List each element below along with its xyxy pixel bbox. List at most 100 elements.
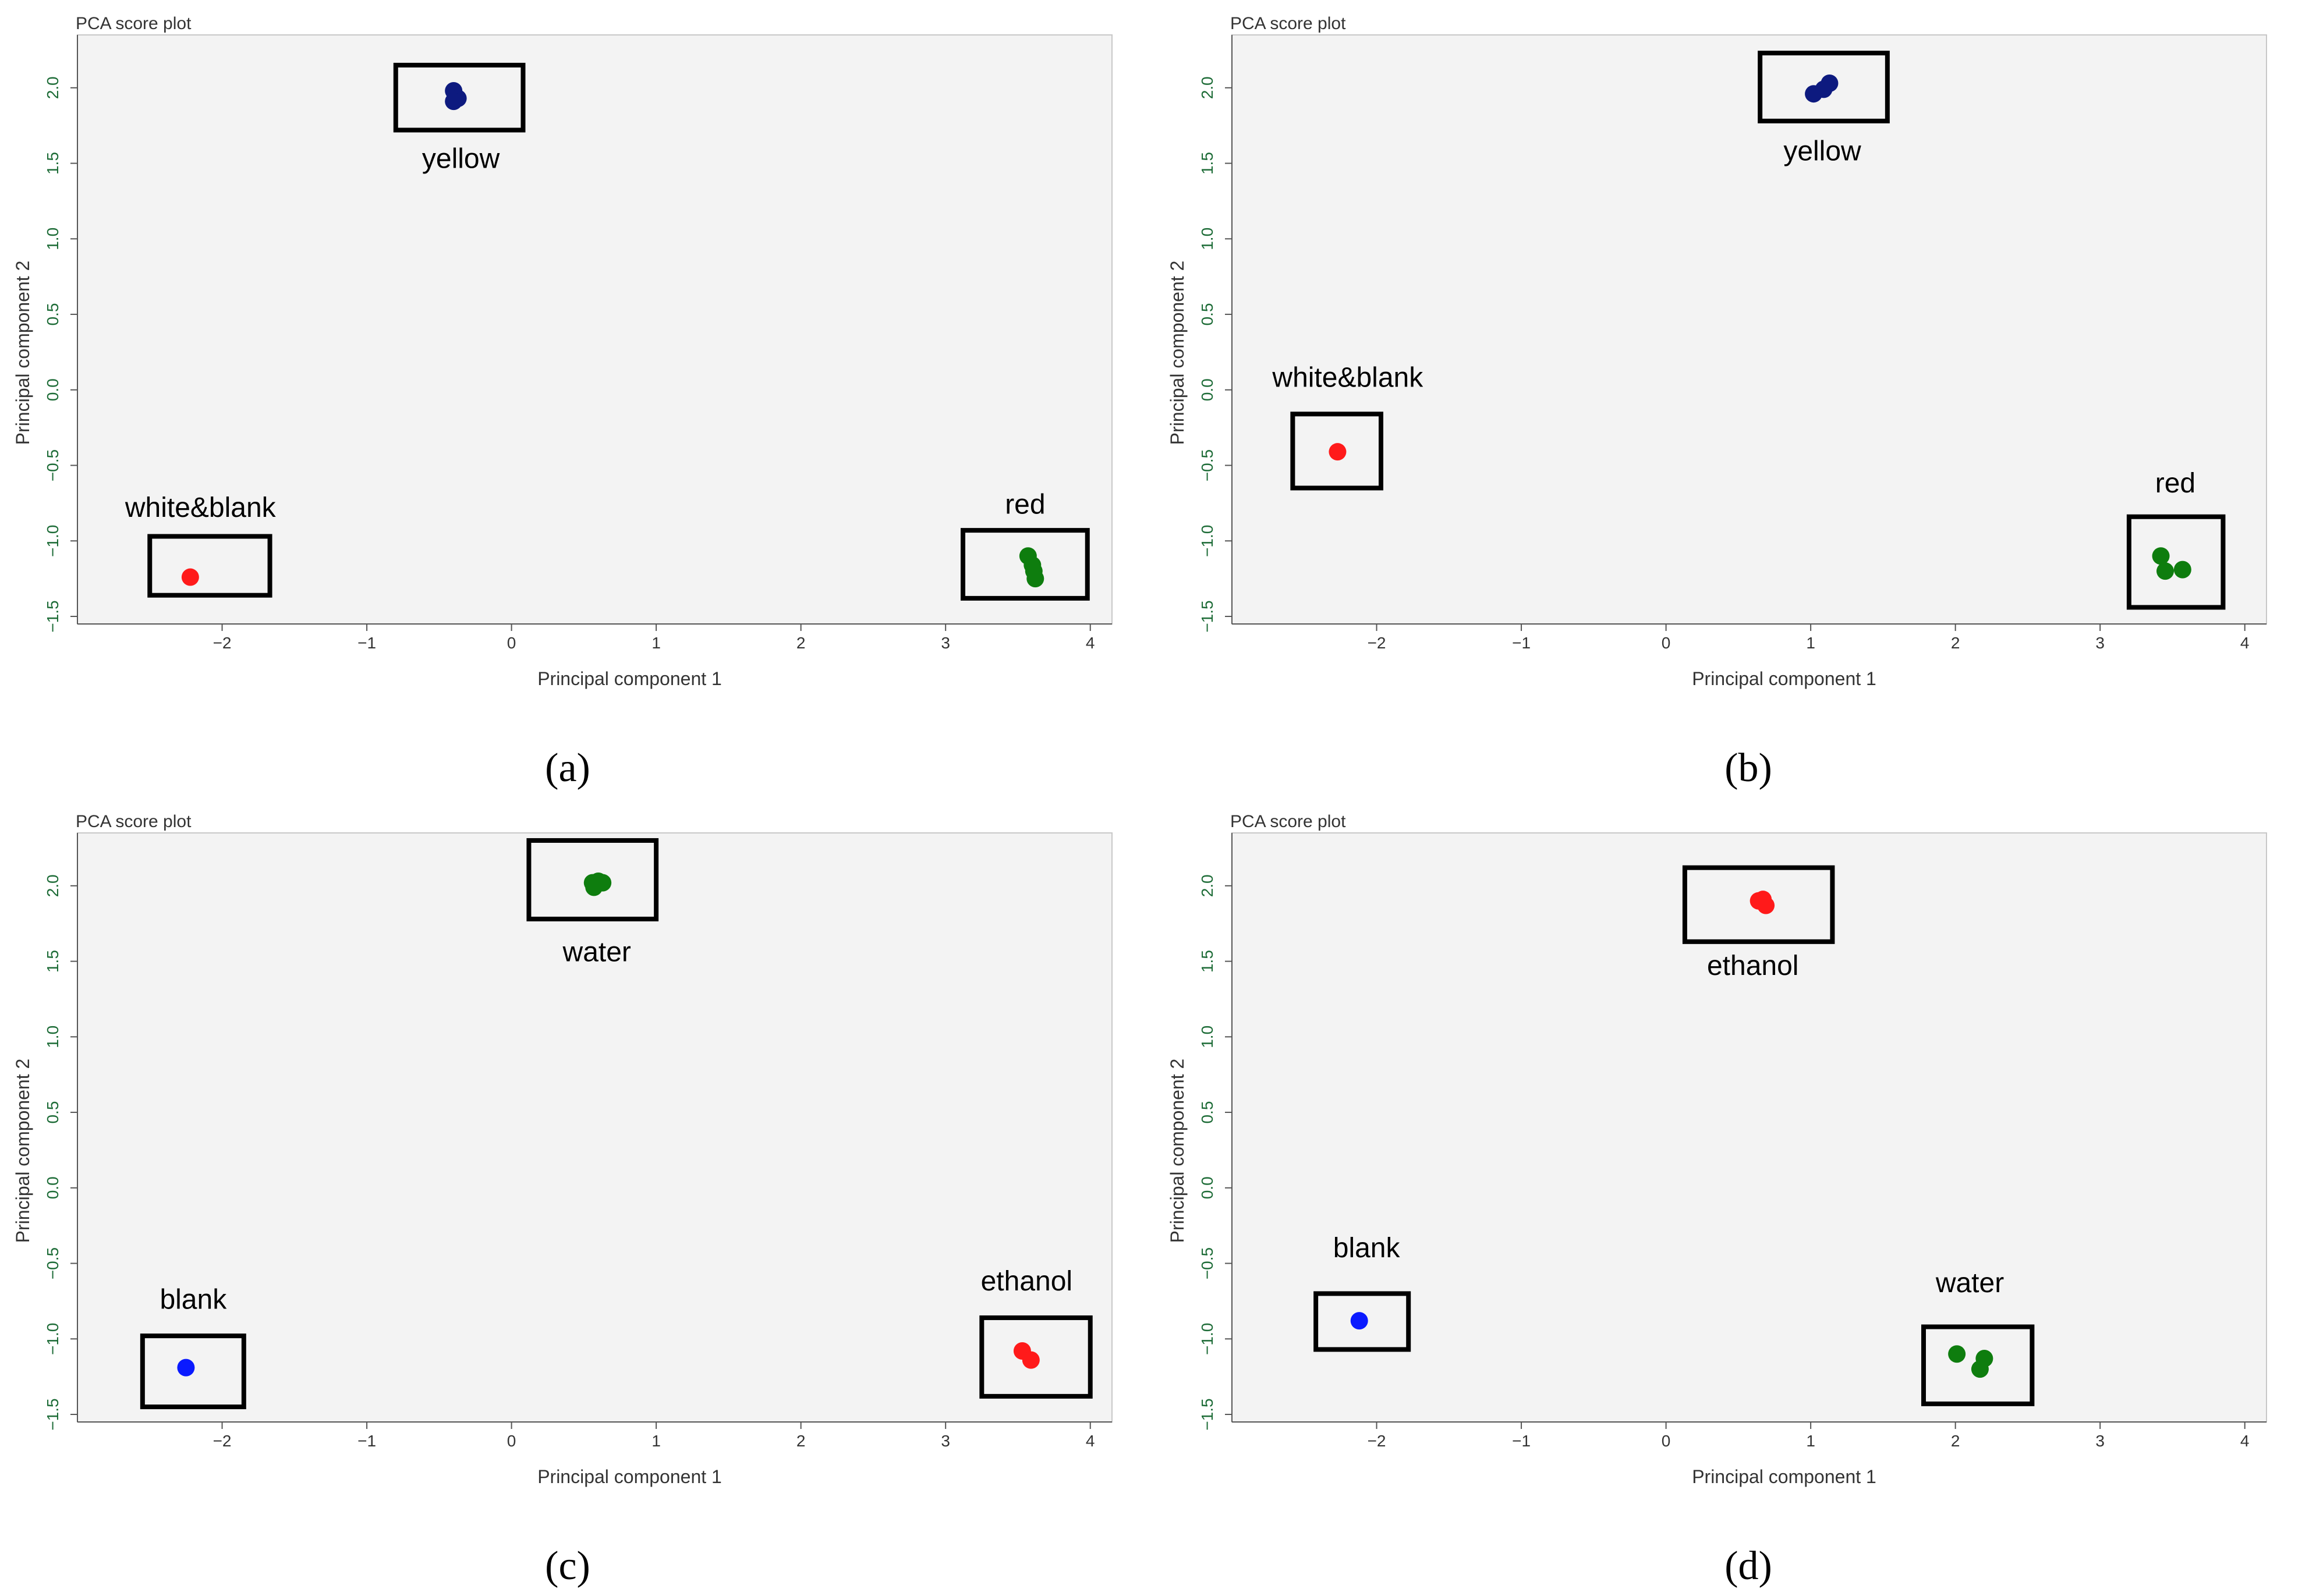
data-point: [594, 874, 612, 892]
y-axis-label: Principal component 2: [12, 261, 33, 445]
y-tick-label: 0.0: [44, 378, 62, 401]
cluster-box-ethanol: [979, 1315, 1093, 1399]
y-tick-label: −1.5: [44, 600, 62, 632]
y-tick-label: −0.5: [44, 1247, 62, 1279]
data-point: [2173, 561, 2191, 579]
data-point: [1821, 75, 1839, 93]
y-tick-label: 1.5: [44, 950, 62, 973]
x-tick-label: 3: [941, 634, 950, 652]
y-axis-label: Principal component 2: [1167, 261, 1188, 445]
y-tick-label: −1.0: [1198, 1323, 1216, 1355]
y-tick-label: 0.0: [44, 1176, 62, 1199]
y-tick-label: 1.5: [1198, 152, 1216, 175]
data-point: [1329, 443, 1347, 461]
x-tick-label: 2: [1951, 1432, 1960, 1450]
caption-b: (b): [1724, 746, 1772, 790]
x-axis-label: Principal component 1: [1692, 1466, 1876, 1487]
x-tick-label: −1: [357, 1432, 376, 1450]
x-tick-label: 0: [1662, 1432, 1671, 1450]
pca-plot-b: PCA score plot −2 −1 0 1 2 3 4 −1.5 −1.0 −0.5 0.0 0.…: [1167, 14, 2267, 689]
x-tick-label: 3: [941, 1432, 950, 1450]
x-tick-label: −2: [213, 634, 232, 652]
data-point: [1350, 1312, 1368, 1330]
x-tick-label: 1: [1806, 1432, 1815, 1450]
y-tick-label: −0.5: [44, 449, 62, 481]
pca-plot-d: PCA score plot −2 −1 0 1 2 3 4 −1.5 −1.0 −0.5 0.0 0.…: [1167, 812, 2267, 1487]
x-tick-label: −1: [1512, 1432, 1531, 1450]
data-point: [1948, 1345, 1966, 1363]
plot-area: [1231, 34, 2267, 625]
y-tick-label: 1.5: [1198, 950, 1216, 973]
y-tick-label: −0.5: [1198, 449, 1216, 481]
y-axis-label: Principal component 2: [12, 1059, 33, 1243]
panel-c: PCA score plot −2 −1 0 1 2 3 4 −1.5 −1.0 −0.5 0.0 0.…: [0, 798, 1154, 1596]
panel-a: PCA score plot −2 −1 0 1 2 3 4 −1.5 −1.0 −0.5 0.0 0.…: [0, 0, 1154, 798]
cluster-label: red: [1005, 490, 1045, 520]
y-tick-label: 0.5: [1198, 1101, 1216, 1124]
data-point: [1022, 1351, 1040, 1369]
x-tick-label: 4: [1086, 634, 1095, 652]
cluster-label: yellow: [1783, 136, 1861, 166]
data-point: [2156, 562, 2175, 580]
cluster-box-red: [961, 528, 1090, 601]
cluster-label: red: [2155, 468, 2195, 499]
plot-area: [77, 832, 1113, 1423]
data-point: [1757, 896, 1775, 914]
y-tick-label: 0.0: [1198, 378, 1216, 401]
plot-area: [1231, 832, 2267, 1423]
y-tick-label: 0.5: [44, 1101, 62, 1124]
y-tick-label: 2.0: [1198, 76, 1216, 99]
x-tick-label: 0: [507, 634, 516, 652]
x-tick-label: −2: [1368, 634, 1386, 652]
x-tick-label: −2: [213, 1432, 232, 1450]
data-point: [181, 568, 199, 586]
x-tick-label: 2: [1951, 634, 1960, 652]
y-tick-label: 2.0: [1198, 874, 1216, 897]
cluster-box-whiteblank: [1290, 412, 1383, 491]
y-tick-label: 1.0: [44, 228, 62, 250]
x-tick-label: −2: [1368, 1432, 1386, 1450]
cluster-box-yellow: [393, 62, 526, 133]
x-axis-label: Principal component 1: [537, 1466, 722, 1487]
cluster-label: ethanol: [1707, 950, 1798, 981]
caption-c: (c): [545, 1544, 590, 1588]
x-tick-label: −1: [357, 634, 376, 652]
y-tick-label: 1.0: [1198, 1026, 1216, 1048]
y-tick-label: −1.5: [1198, 1398, 1216, 1430]
chart-title: PCA score plot: [1230, 14, 1346, 33]
cluster-label: yellow: [422, 143, 500, 174]
chart-title: PCA score plot: [76, 812, 192, 831]
data-point: [445, 93, 463, 111]
cluster-label: blank: [160, 1284, 227, 1315]
x-tick-label: 0: [1662, 634, 1671, 652]
plot-area: [77, 34, 1113, 625]
y-tick-label: 1.0: [44, 1026, 62, 1048]
cluster-label: blank: [1333, 1233, 1401, 1264]
x-axis-label: Principal component 1: [537, 668, 722, 689]
x-tick-label: 2: [796, 634, 806, 652]
pca-plot-a: PCA score plot −2 −1 0 1 2 3 4 −1.5 −1.0 −0.5 0.0 0.…: [12, 14, 1113, 689]
y-tick-label: −1.0: [44, 525, 62, 557]
y-tick-label: 2.0: [44, 76, 62, 99]
y-tick-label: −1.5: [44, 1398, 62, 1430]
y-tick-label: −0.5: [1198, 1247, 1216, 1279]
pca-plot-c: PCA score plot −2 −1 0 1 2 3 4 −1.5 −1.0 −0.5 0.0 0.…: [12, 812, 1113, 1487]
x-tick-label: 4: [2240, 634, 2250, 652]
data-point: [177, 1359, 195, 1377]
chart-title: PCA score plot: [76, 14, 192, 33]
y-tick-label: 1.5: [44, 152, 62, 175]
cluster-box-red: [2126, 514, 2226, 610]
x-tick-label: 4: [2240, 1432, 2250, 1450]
y-tick-label: 0.5: [1198, 303, 1216, 326]
x-tick-label: 1: [651, 634, 661, 652]
y-axis-label: Principal component 2: [1167, 1059, 1188, 1243]
y-tick-label: 1.0: [1198, 228, 1216, 250]
cluster-box-whiteblank: [147, 534, 272, 598]
y-tick-label: 0.0: [1198, 1176, 1216, 1199]
y-tick-label: −1.5: [1198, 600, 1216, 632]
cluster-label: white&blank: [1272, 363, 1423, 393]
cluster-label: water: [562, 937, 631, 968]
y-tick-label: 2.0: [44, 874, 62, 897]
panel-b: PCA score plot −2 −1 0 1 2 3 4 −1.5 −1.0 −0.5 0.0 0.…: [1154, 0, 2309, 798]
data-point: [1026, 570, 1044, 588]
